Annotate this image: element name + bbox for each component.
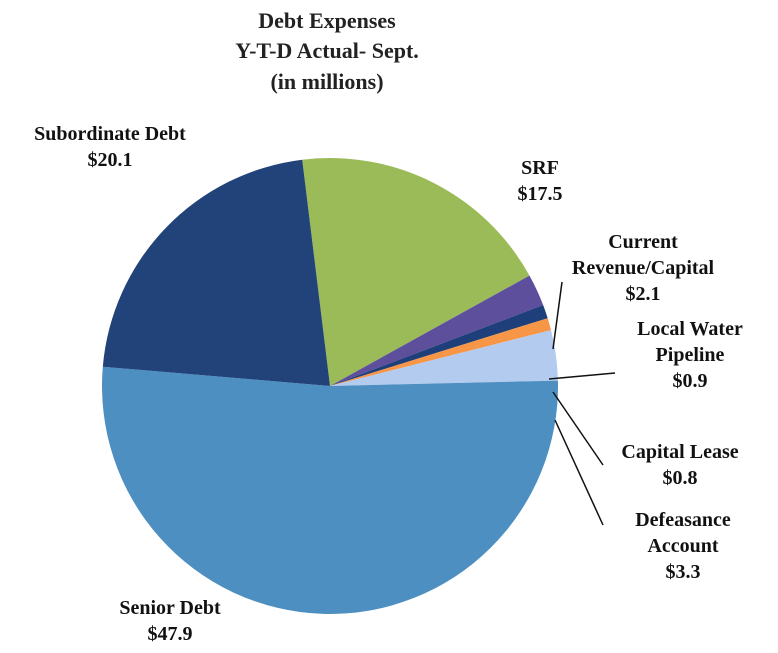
- label-subordinate-debt: Subordinate Debt $20.1: [34, 123, 186, 171]
- label-srf: SRF $17.5: [518, 157, 563, 205]
- category-label: Subordinate Debt: [34, 123, 186, 145]
- leader-line-defeasance-account: [554, 419, 604, 526]
- category-label: Current: [608, 231, 678, 253]
- pie-slices: [102, 157, 559, 614]
- value-label: $17.5: [518, 183, 563, 205]
- category-label: Revenue/Capital: [572, 257, 715, 279]
- category-label: Senior Debt: [119, 597, 221, 619]
- chart-title-line-1: Debt Expenses: [258, 8, 396, 33]
- category-label: SRF: [521, 157, 559, 179]
- value-label: $47.9: [148, 623, 193, 645]
- label-defeasance-account: Defeasance Account $3.3: [635, 509, 731, 583]
- value-label: $3.3: [666, 561, 701, 583]
- label-capital-lease: Capital Lease $0.8: [621, 441, 738, 489]
- slice-subordinate-debt: [102, 159, 330, 386]
- label-senior-debt: Senior Debt $47.9: [119, 597, 221, 645]
- chart-title-line-3: (in millions): [270, 69, 383, 94]
- label-current-revenue-capital: Current Revenue/Capital $2.1: [572, 231, 715, 305]
- slice-senior-debt: [102, 366, 559, 614]
- slice-srf: [302, 157, 530, 386]
- category-label: Defeasance: [635, 509, 731, 531]
- leader-line-local-water-pipeline: [548, 372, 616, 380]
- leader-line-current-revenue-capital: [552, 281, 563, 350]
- category-label: Account: [647, 535, 718, 557]
- value-label: $2.1: [626, 283, 661, 305]
- chart-title-line-2: Y-T-D Actual- Sept.: [235, 38, 419, 63]
- value-label: $0.8: [663, 467, 698, 489]
- leader-lines: [548, 281, 616, 526]
- label-local-water-pipeline: Local Water Pipeline $0.9: [637, 318, 743, 392]
- category-label: Local Water: [637, 318, 743, 340]
- slice-labels: SRF $17.5 Current Revenue/Capital $2.1 Local …: [34, 123, 743, 645]
- value-label: $0.9: [673, 370, 708, 392]
- category-label: Pipeline: [656, 344, 725, 366]
- chart-title: Debt Expenses Y-T-D Actual- Sept. (in mi…: [235, 8, 419, 94]
- slice-current-revenue-capital: [330, 275, 544, 386]
- slice-capital-lease: [330, 318, 552, 386]
- value-label: $20.1: [88, 149, 133, 171]
- slice-local-water-pipeline: [330, 305, 548, 386]
- leader-line-capital-lease: [552, 391, 604, 466]
- slice-defeasance-account: [330, 330, 558, 386]
- category-label: Capital Lease: [621, 441, 738, 463]
